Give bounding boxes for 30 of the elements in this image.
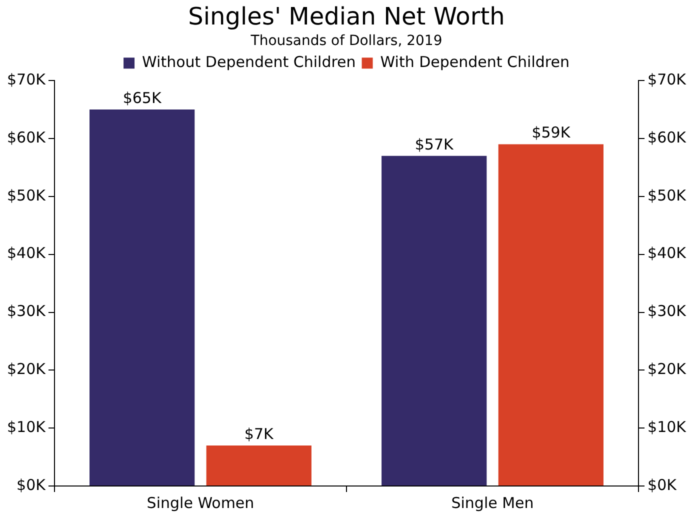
y-tick-label: $0K <box>16 476 47 494</box>
y2-tick-label: $10K <box>648 418 688 436</box>
y-tick-label: $30K <box>7 302 47 320</box>
y-tick-label: $40K <box>7 244 47 262</box>
data-label: $57K <box>414 135 455 154</box>
bar <box>498 144 604 486</box>
chart-subtitle: Thousands of Dollars, 2019 <box>250 32 442 49</box>
y2-tick-label: $70K <box>648 70 688 88</box>
y-tick-label: $50K <box>7 186 47 204</box>
y2-tick-label: $60K <box>648 128 688 146</box>
y2-tick-label: $40K <box>648 244 688 262</box>
y-tick-label: $10K <box>7 418 47 436</box>
x-tick-label: Single Women <box>146 494 254 512</box>
y2-tick-label: $20K <box>648 360 688 378</box>
chart-title: Singles' Median Net Worth <box>188 2 505 31</box>
data-label: $7K <box>244 424 275 443</box>
bar <box>382 156 487 486</box>
legend-label: With Dependent Children <box>380 52 570 71</box>
x-tick-label: Single Men <box>451 494 534 512</box>
y-tick-label: $20K <box>7 360 47 378</box>
bar <box>90 110 195 486</box>
y-tick-label: $60K <box>7 128 47 146</box>
y2-tick-label: $50K <box>648 186 688 204</box>
legend-label: Without Dependent Children <box>142 52 356 71</box>
data-label: $59K <box>532 124 572 142</box>
bar <box>206 445 312 486</box>
y2-tick-label: $30K <box>648 302 688 320</box>
y2-tick-label: $0K <box>648 476 678 494</box>
data-label: $65K <box>122 88 162 107</box>
y-tick-label: $70K <box>7 70 47 88</box>
